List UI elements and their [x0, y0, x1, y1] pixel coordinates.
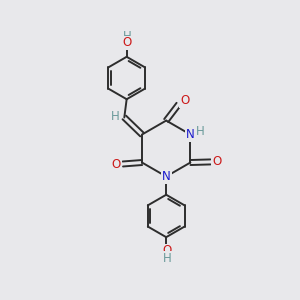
Text: O: O [112, 158, 121, 171]
Text: H: H [111, 110, 120, 123]
Text: O: O [212, 155, 221, 168]
Text: O: O [162, 244, 171, 257]
Text: H: H [196, 125, 204, 138]
Text: H: H [123, 30, 132, 43]
Text: O: O [123, 37, 132, 50]
Text: N: N [162, 170, 171, 183]
Text: H: H [162, 252, 171, 265]
Text: N: N [186, 128, 195, 141]
Text: O: O [180, 94, 190, 107]
